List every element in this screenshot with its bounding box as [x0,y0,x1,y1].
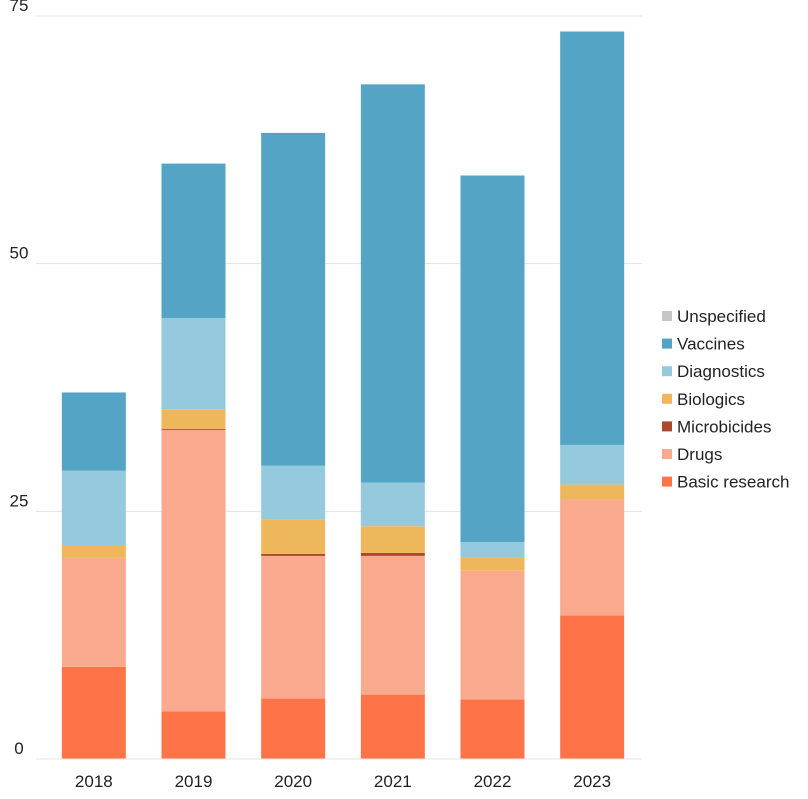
bar-2020-diagnostics [261,465,326,520]
bar-2022-diagnostics [460,542,525,558]
bar-2021-vaccines [360,84,425,483]
legend-label-basic-research: Basic research [677,473,789,492]
bar-2023-diagnostics [560,444,625,485]
bar-2019-biologics [161,409,226,430]
bar-2022-biologics [460,557,525,571]
legend-label-unspecified: Unspecified [677,307,766,326]
bars [61,30,625,759]
bar-2019-vaccines [161,163,226,319]
y-tick-label-50: 50 [10,244,29,263]
bar-2023-biologics [560,484,625,500]
bar-2018-drugs [61,557,126,667]
legend-swatch-microbicides [662,421,672,432]
bar-2021-drugs [360,555,425,695]
legend-label-diagnostics: Diagnostics [677,362,765,381]
bar-2018-vaccines [61,392,126,471]
x-tick-label-2020: 2020 [274,772,312,791]
bar-2021-microbicides [360,552,425,556]
bar-2019-drugs [161,430,226,712]
bar-2023-drugs [560,499,625,616]
bar-2018-diagnostics [61,470,126,546]
bar-2020-basic-research [261,698,326,759]
bar-2018-basic-research [61,666,126,759]
x-tick-label-2018: 2018 [75,772,113,791]
legend: Unspecified Vaccines Diagnostics Biologics M… [662,307,789,492]
bar-2022-basic-research [460,699,525,759]
legend-swatch-basic-research [662,476,672,487]
bar-2021-diagnostics [360,482,425,527]
x-tick-label-2019: 2019 [175,772,213,791]
bar-2023-unspecified [560,30,625,32]
x-tick-label-2023: 2023 [573,772,611,791]
gridlines [36,15,642,512]
legend-swatch-drugs [662,449,672,459]
legend-swatch-vaccines [662,338,672,349]
bar-2021-biologics [360,526,425,553]
legend-label-microbicides: Microbicides [677,417,771,436]
bar-2019-diagnostics [161,318,226,410]
bar-2023-basic-research [560,615,625,759]
bar-2020-biologics [261,519,326,554]
bar-2021-basic-research [360,694,425,759]
bar-2018-biologics [61,545,126,558]
x-tick-label-2021: 2021 [374,772,412,791]
axes: 0 25 50 75 2018 2019 2020 2021 2022 2023 [10,0,642,791]
legend-swatch-unspecified [662,311,672,321]
y-tick-label-75: 75 [10,0,29,15]
y-tick-label-0: 0 [14,739,23,758]
y-tick-label-25: 25 [10,491,29,510]
bar-2020-drugs [261,555,326,699]
legend-label-drugs: Drugs [677,445,722,464]
x-tick-label-2022: 2022 [474,772,512,791]
bar-2020-vaccines [261,132,326,466]
legend-swatch-diagnostics [662,366,672,377]
bar-2023-vaccines [560,31,625,445]
legend-label-biologics: Biologics [677,390,745,409]
bar-2022-vaccines [460,175,525,543]
bar-2019-microbicides [161,429,226,431]
bar-2019-basic-research [161,711,226,759]
legend-swatch-biologics [662,393,672,404]
bar-2020-microbicides [261,553,326,556]
bar-2022-drugs [460,570,525,700]
legend-label-vaccines: Vaccines [677,335,745,354]
